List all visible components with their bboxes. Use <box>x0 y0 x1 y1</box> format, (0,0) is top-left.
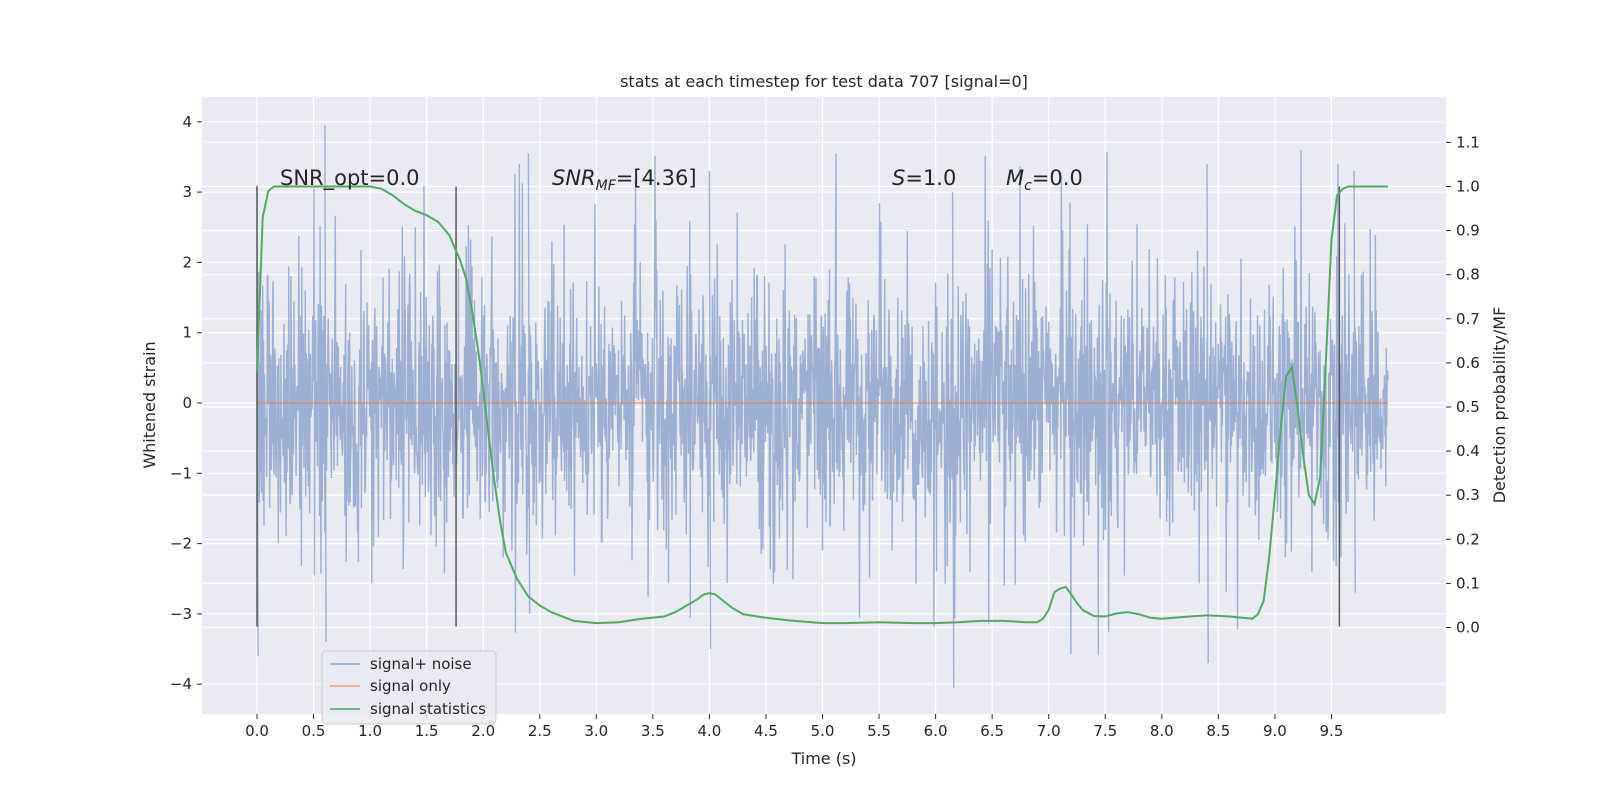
x-tick-label: 6.5 <box>980 722 1004 740</box>
x-tick-label: 0.5 <box>302 722 326 740</box>
x-tick-label: 9.5 <box>1320 722 1344 740</box>
y-tick-label: 3 <box>182 183 192 201</box>
signal-statistics-series-line <box>256 185 1388 625</box>
x-tick-label: 6.0 <box>924 722 948 740</box>
x-tick-label: 8.0 <box>1150 722 1174 740</box>
x-tick-label: 3.0 <box>584 722 608 740</box>
x-tick-label: 4.0 <box>697 722 721 740</box>
x-tick-label: 4.5 <box>754 722 778 740</box>
signal-statistics-trace <box>256 185 1388 625</box>
y-tick-label: 4 <box>182 113 192 131</box>
y-tick-label: 2 <box>182 253 192 271</box>
annotation-snr-mf: SNRMF=[4.36] <box>552 166 697 194</box>
x-tick-label: 5.0 <box>811 722 835 740</box>
legend-label-stats: signal statistics <box>370 700 486 718</box>
legend-label-noise: signal+ noise <box>370 655 472 673</box>
x-tick-label: 2.0 <box>471 722 495 740</box>
x-tick-label: 8.5 <box>1206 722 1230 740</box>
x-ticks: 0.0 0.5 1.0 1.5 2.0 2.5 3.0 3.5 4.0 4.5 5.0 5.5 6.0 6… <box>245 714 1343 740</box>
x-axis-label: Time (s) <box>790 749 856 768</box>
y2-tick-label: 1.1 <box>1456 133 1480 151</box>
y2-tick-label: 1.0 <box>1456 178 1480 196</box>
legend: signal+ noise signal only signal statist… <box>321 650 497 725</box>
x-tick-label: 0.0 <box>245 722 269 740</box>
y-tick-label: −4 <box>170 675 192 693</box>
y-tick-label: 0 <box>182 394 192 412</box>
x-tick-label: 7.5 <box>1093 722 1117 740</box>
annotation-s: S=1.0 <box>892 166 956 190</box>
y2-tick-label: 0.8 <box>1456 266 1480 284</box>
y2-tick-label: 0.3 <box>1456 486 1480 504</box>
chart-title: stats at each timestep for test data 707… <box>620 72 1028 91</box>
y2-tick-label: 0.2 <box>1456 530 1480 548</box>
x-tick-label: 9.0 <box>1263 722 1287 740</box>
x-tick-label: 3.5 <box>641 722 665 740</box>
legend-label-signal: signal only <box>370 677 451 695</box>
y-tick-label: −3 <box>170 605 192 623</box>
y2-axis-label: Detection probability/MF <box>1490 307 1509 504</box>
y2-tick-label: 0.0 <box>1456 619 1480 637</box>
y2-tick-label: 0.9 <box>1456 222 1480 240</box>
y-tick-label: −2 <box>170 535 192 553</box>
x-tick-label: 2.5 <box>528 722 552 740</box>
y2-tick-label: 0.1 <box>1456 574 1480 592</box>
annotations: SNR_opt=0.0 SNRMF=[4.36] S=1.0 Mc=0.0 <box>280 166 1083 194</box>
x-tick-label: 7.0 <box>1037 722 1061 740</box>
y-ticks: −4 −3 −2 −1 0 1 2 3 4 <box>170 113 202 693</box>
annotation-mc: Mc=0.0 <box>1006 166 1083 194</box>
y-tick-label: −1 <box>170 464 192 482</box>
x-tick-label: 1.0 <box>358 722 382 740</box>
legend-box <box>321 650 497 725</box>
annotation-snr-opt: SNR_opt=0.0 <box>280 166 420 191</box>
y2-tick-label: 0.5 <box>1456 398 1480 416</box>
y-axis-label: Whitened strain <box>140 341 159 468</box>
y2-ticks: 0.0 0.1 0.2 0.3 0.4 0.5 0.6 0.7 0.8 0.9 1.0 1.1 <box>1446 133 1480 637</box>
y2-tick-label: 0.4 <box>1456 442 1480 460</box>
vertical-markers <box>256 186 1341 627</box>
y2-tick-label: 0.6 <box>1456 354 1480 372</box>
y2-tick-label: 0.7 <box>1456 310 1480 328</box>
y-tick-label: 1 <box>182 324 192 342</box>
x-tick-label: 1.5 <box>415 722 439 740</box>
x-tick-label: 5.5 <box>867 722 891 740</box>
